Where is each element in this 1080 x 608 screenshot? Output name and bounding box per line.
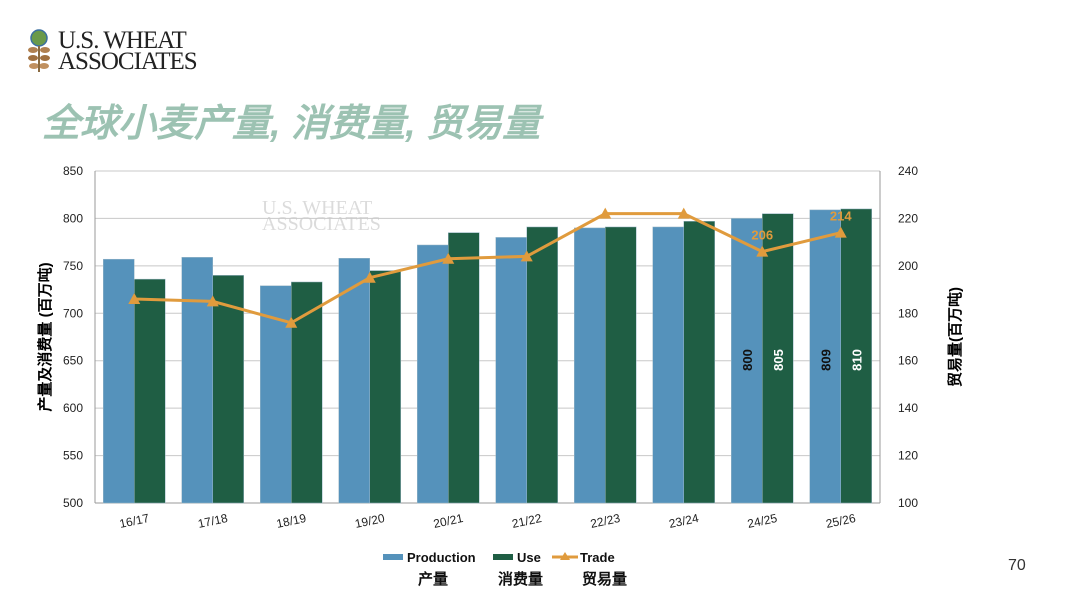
wheat-globe-icon	[28, 29, 50, 72]
legend-label-cn: 贸易量	[582, 570, 627, 588]
data-label: 206	[751, 228, 773, 243]
legend-marker	[560, 552, 570, 560]
bar-use	[762, 213, 794, 504]
data-label: 214	[830, 209, 852, 224]
bar-use	[134, 278, 166, 504]
trade-point	[128, 293, 141, 305]
y-axis-label: 产量及消费量 (百万吨)	[36, 262, 54, 411]
bar-use	[212, 275, 244, 504]
x-tick-label: 24/25	[746, 511, 779, 531]
x-tick-label: 22/23	[589, 511, 622, 531]
y2-tick-label: 140	[898, 401, 918, 415]
y-tick-label: 800	[63, 211, 83, 225]
trade-point	[599, 207, 612, 219]
bar-use	[369, 270, 401, 504]
watermark: U.S. WHEAT ASSOCIATES	[262, 197, 381, 235]
legend-label-cn: 消费量	[498, 570, 543, 588]
legend-label: Trade	[580, 550, 615, 565]
logo-line1: U.S. WHEAT	[58, 27, 187, 54]
logo-line2: ASSOCIATES	[58, 48, 198, 75]
legend-label: Production	[407, 550, 476, 565]
y-tick-label: 650	[63, 354, 83, 368]
y2-tick-label: 160	[898, 354, 918, 368]
y-tick-label: 550	[63, 449, 83, 463]
y-tick-label: 750	[63, 259, 83, 273]
trade-line	[134, 212, 842, 325]
x-tick-label: 19/20	[354, 511, 387, 531]
bar-use	[526, 226, 558, 504]
page-number: 70	[1008, 557, 1026, 574]
y2-tick-label: 120	[898, 449, 918, 463]
trade-point	[285, 316, 298, 328]
legend-swatch	[493, 554, 513, 560]
data-label: 810	[849, 349, 864, 371]
bar-production	[338, 258, 370, 504]
x-tick-label: 20/21	[432, 511, 465, 531]
watermark-line1: U.S. WHEAT	[262, 197, 372, 219]
trade-point	[834, 226, 847, 238]
y2-tick-label: 180	[898, 306, 918, 320]
bar-use	[605, 226, 637, 504]
trade-point	[756, 245, 769, 257]
watermark-line2: ASSOCIATES	[262, 213, 381, 235]
y2-tick-label: 200	[898, 259, 918, 273]
trade-point	[206, 295, 219, 307]
bar-use	[840, 208, 872, 504]
y2-axis-label: 贸易量(百万吨)	[946, 287, 964, 387]
bar-production	[103, 258, 135, 504]
logo: U.S. WHEAT ASSOCIATES	[26, 27, 198, 75]
bar-production	[574, 227, 606, 504]
y-tick-label: 500	[63, 496, 83, 510]
bar-production	[417, 244, 449, 504]
bar-production	[731, 218, 763, 504]
y2-tick-label: 220	[898, 211, 918, 225]
legend-label: Use	[517, 550, 541, 565]
x-tick-label: 23/24	[668, 511, 701, 531]
bar-production	[181, 257, 213, 504]
data-label: 800	[740, 349, 755, 371]
bar-production	[652, 226, 684, 504]
legend-swatch	[383, 554, 403, 560]
x-tick-label: 25/26	[825, 511, 858, 531]
x-tick-label: 21/22	[511, 511, 544, 531]
bar-production	[495, 237, 527, 504]
y-tick-label: 700	[63, 306, 83, 320]
bar-production	[809, 209, 841, 504]
page-title: 全球小麦产量, 消费量, 贸易量	[42, 103, 541, 145]
y2-tick-label: 100	[898, 496, 918, 510]
x-tick-label: 18/19	[275, 511, 308, 531]
data-label: 805	[771, 349, 786, 371]
x-tick-label: 17/18	[197, 511, 230, 531]
bar-use	[683, 221, 715, 504]
y2-tick-label: 240	[898, 164, 918, 178]
x-tick-label: 16/17	[118, 511, 151, 531]
trade-point	[363, 271, 376, 283]
trade-point	[442, 252, 455, 264]
data-label: 809	[818, 349, 833, 371]
trade-point	[520, 250, 533, 262]
y-tick-label: 600	[63, 401, 83, 415]
y-tick-label: 850	[63, 164, 83, 178]
bar-use	[448, 232, 480, 504]
legend-label-cn: 产量	[418, 570, 448, 588]
trade-point	[677, 207, 690, 219]
